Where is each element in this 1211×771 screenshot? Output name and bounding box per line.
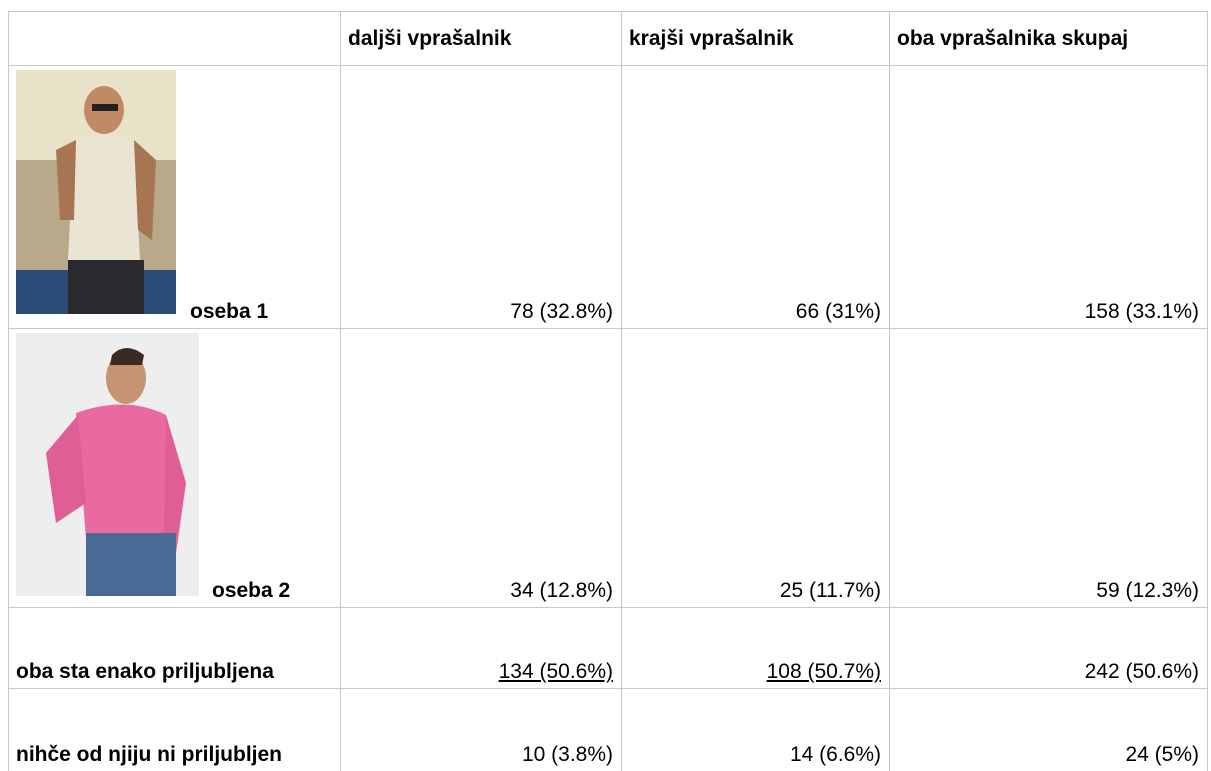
value-cell: 10 (3.8%) <box>340 688 621 771</box>
value-cell: 158 (33.1%) <box>889 65 1207 328</box>
row-label-text: nihče od njiju ni priljubljen <box>16 743 282 766</box>
border <box>8 11 9 771</box>
value-cell: 34 (12.8%) <box>340 328 621 607</box>
value-cell-text: 242 (50.6%) <box>1084 660 1199 683</box>
value-cell-text: 158 (33.1%) <box>1084 300 1199 323</box>
value-cell-text: 10 (3.8%) <box>521 743 613 766</box>
value-cell: 66 (31%) <box>621 65 889 328</box>
value-cell-text: 14 (6.6%) <box>789 743 881 766</box>
value-cell: 14 (6.6%) <box>621 688 889 771</box>
row-label-text: oseba 2 <box>212 579 291 602</box>
value-cell: 134 (50.6%) <box>340 607 621 688</box>
row-label: nihče od njiju ni priljubljen <box>8 688 308 771</box>
value-cell-text: 134 (50.6%) <box>498 660 613 683</box>
photo <box>16 70 176 314</box>
value-cell-text: 24 (5%) <box>1125 743 1199 766</box>
border <box>340 11 341 771</box>
value-cell: 24 (5%) <box>889 688 1207 771</box>
value-cell: 242 (50.6%) <box>889 607 1207 688</box>
value-cell: 78 (32.8%) <box>340 65 621 328</box>
column-header-text: daljši vprašalnik <box>348 26 512 50</box>
value-cell-text: 34 (12.8%) <box>510 579 613 602</box>
value-cell: 25 (11.7%) <box>621 328 889 607</box>
border <box>621 11 622 771</box>
column-header-text: oba vprašalnika skupaj <box>897 26 1129 50</box>
row-label: oseba 1 <box>182 65 315 328</box>
border <box>8 688 1208 689</box>
value-cell: 108 (50.7%) <box>621 607 889 688</box>
value-cell: 59 (12.3%) <box>889 328 1207 607</box>
border <box>1207 11 1208 771</box>
row-label: oba sta enako priljubljena <box>8 607 308 688</box>
value-cell-text: 78 (32.8%) <box>510 300 613 323</box>
row-label-text: oba sta enako priljubljena <box>16 660 274 683</box>
value-cell-text: 66 (31%) <box>795 300 881 323</box>
photo <box>16 333 199 596</box>
border <box>8 328 1208 329</box>
column-header: krajši vprašalnik <box>621 11 889 65</box>
row-label: oseba 2 <box>204 328 338 607</box>
border <box>8 607 1208 608</box>
value-cell-text: 59 (12.3%) <box>1096 579 1199 602</box>
column-header: daljši vprašalnik <box>340 11 621 65</box>
border <box>8 11 1208 12</box>
row-label-text: oseba 1 <box>190 300 269 323</box>
value-cell-text: 108 (50.7%) <box>766 660 881 683</box>
column-header-text: krajši vprašalnik <box>629 26 794 50</box>
border <box>889 11 890 771</box>
column-header: oba vprašalnika skupaj <box>889 11 1207 65</box>
value-cell-text: 25 (11.7%) <box>779 579 881 602</box>
border <box>8 65 1208 66</box>
